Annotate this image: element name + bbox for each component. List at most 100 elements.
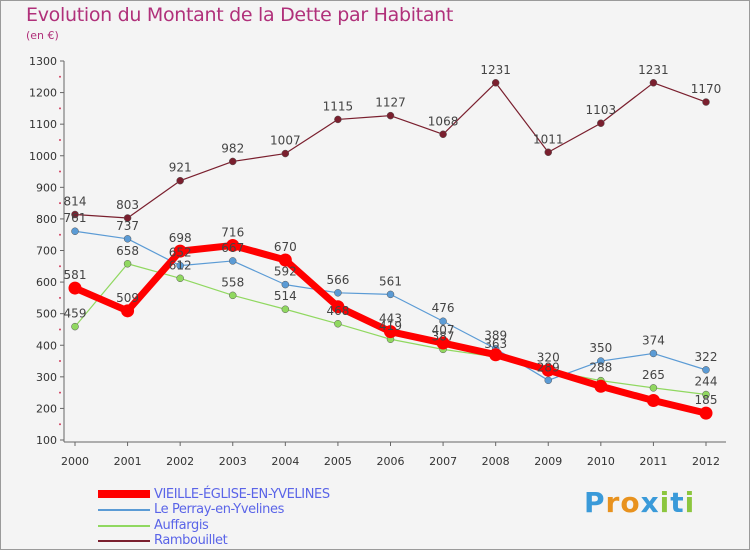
logo-letter: x xyxy=(640,486,660,519)
logo-letter: i xyxy=(659,486,671,519)
data-point xyxy=(649,349,658,358)
x-tick-label: 2012 xyxy=(692,455,720,468)
x-tick-label: 2008 xyxy=(482,455,510,468)
y-minor-tick xyxy=(59,360,61,363)
y-minor-tick xyxy=(59,296,61,299)
data-label: 468 xyxy=(326,304,349,318)
data-point xyxy=(597,357,605,365)
legend-label-vieille-eglise: VIEILLE-ÉGLISE-EN-YVELINES xyxy=(154,487,330,502)
data-label: 581 xyxy=(64,268,87,282)
x-tick-label: 2003 xyxy=(219,455,247,468)
data-label: 419 xyxy=(379,319,402,333)
y-minor-tick xyxy=(59,75,61,78)
data-point xyxy=(123,235,132,243)
data-label: 592 xyxy=(274,265,297,279)
y-tick-label: 1000 xyxy=(29,150,57,163)
data-label: 1007 xyxy=(270,134,301,148)
x-tick-label: 2010 xyxy=(587,455,615,468)
y-tick-label: 1100 xyxy=(29,118,57,131)
data-point xyxy=(121,304,135,318)
x-tick-label: 2006 xyxy=(377,455,405,468)
data-label: 514 xyxy=(274,289,297,303)
data-point xyxy=(597,119,605,127)
data-point xyxy=(544,376,552,385)
data-label: 322 xyxy=(695,350,718,364)
data-point xyxy=(702,98,710,106)
y-tick-label: 200 xyxy=(36,402,57,415)
y-minor-tick xyxy=(59,170,61,173)
data-point xyxy=(439,130,447,139)
x-tick-label: 2005 xyxy=(324,455,352,468)
y-tick-label: 500 xyxy=(36,308,57,321)
data-label: 612 xyxy=(169,258,192,272)
y-tick-label: 400 xyxy=(36,339,57,352)
y-minor-tick xyxy=(59,202,61,205)
y-minor-tick xyxy=(59,391,61,394)
legend-item-auffargis: Auffargis xyxy=(98,518,398,535)
data-label: 320 xyxy=(537,351,560,365)
data-point xyxy=(229,157,237,166)
logo-letter: o xyxy=(620,486,641,519)
data-label: 374 xyxy=(642,333,665,347)
data-label: 658 xyxy=(116,244,139,258)
data-label: 509 xyxy=(116,291,139,305)
y-tick-label: 600 xyxy=(36,276,57,289)
proxiti-logo: Proxiti xyxy=(584,486,695,519)
data-point xyxy=(281,280,290,289)
legend-item-rambouillet: Rambouillet xyxy=(98,533,398,550)
data-label: 407 xyxy=(432,323,455,337)
data-point xyxy=(176,261,184,270)
y-minor-tick xyxy=(59,233,61,236)
data-point xyxy=(386,290,395,299)
data-point xyxy=(436,336,450,350)
data-label: 982 xyxy=(221,141,244,155)
data-label: 387 xyxy=(432,329,455,343)
data-point xyxy=(334,320,342,328)
data-point xyxy=(491,79,500,87)
data-label: 698 xyxy=(169,231,192,245)
data-point xyxy=(281,305,290,313)
data-label: 667 xyxy=(221,241,244,255)
data-point xyxy=(702,366,710,374)
data-label: 814 xyxy=(64,194,87,208)
data-label: 761 xyxy=(64,211,87,225)
data-point xyxy=(176,274,184,283)
data-point xyxy=(71,322,79,331)
data-point xyxy=(649,79,658,87)
data-label: 566 xyxy=(326,273,349,287)
y-tick-label: 700 xyxy=(36,245,57,258)
legend-label-le-perray: Le Perray-en-Yvelines xyxy=(154,502,284,517)
x-tick-label: 2001 xyxy=(114,455,142,468)
legend-swatch-auffargis xyxy=(98,525,150,527)
x-tick-label: 2011 xyxy=(639,455,667,468)
data-label: 265 xyxy=(642,368,665,382)
data-point xyxy=(281,149,290,158)
y-minor-tick xyxy=(59,328,61,331)
data-label: 561 xyxy=(379,274,402,288)
data-label: 443 xyxy=(379,312,402,326)
data-point xyxy=(386,111,395,120)
data-point xyxy=(229,257,237,265)
data-label: 1231 xyxy=(638,63,669,77)
data-label: 558 xyxy=(221,275,244,289)
data-point xyxy=(68,281,82,295)
logo-letter: t xyxy=(670,486,685,519)
data-point xyxy=(489,348,503,362)
data-label: 1170 xyxy=(691,82,722,96)
data-label: 1011 xyxy=(533,132,564,146)
y-tick-label: 1200 xyxy=(29,87,57,100)
data-label: 737 xyxy=(116,219,139,233)
data-label: 289 xyxy=(537,360,560,374)
chart-plot: 100 200 300 400 500 600 700 800 900 1000 1100 1200 1… xyxy=(29,55,726,468)
chart-subtitle: (en €) xyxy=(26,29,59,42)
data-point xyxy=(541,363,555,377)
data-point xyxy=(123,260,132,268)
x-tick-label: 2004 xyxy=(271,455,299,468)
legend-swatch-rambouillet xyxy=(98,540,150,542)
y-tick-label: 900 xyxy=(36,181,57,194)
data-point xyxy=(334,289,342,297)
data-point xyxy=(649,384,658,392)
x-tick-label: 2009 xyxy=(534,455,562,468)
data-point xyxy=(702,390,710,399)
